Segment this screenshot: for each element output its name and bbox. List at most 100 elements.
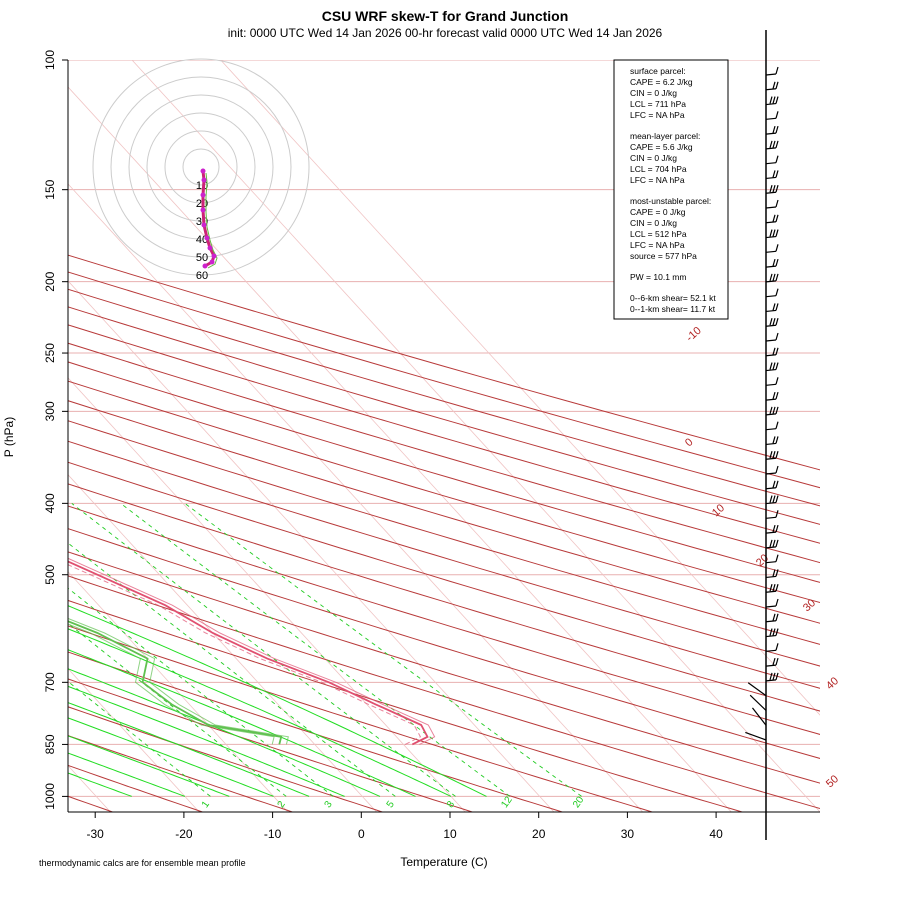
background-grid [68,60,820,812]
isotherm-line [68,668,200,812]
barb-shaft [765,339,777,342]
barb-feather [775,185,779,193]
barb-feather [769,140,773,149]
y-tick-label: 500 [43,564,57,584]
wind-barb [765,185,779,194]
wind-barb [765,524,779,534]
wind-barb [765,598,779,608]
mixing-ratio-label: 1 [200,799,212,810]
footnote: thermodynamic calcs are for ensemble mea… [39,858,246,868]
barb-shaft [765,413,777,416]
isotherm-line [68,86,732,812]
barb-feather [772,406,776,415]
most-unstable-lfc: LFC = NA hPa [630,240,685,250]
wind-barb [765,480,779,490]
barb-feather [769,628,773,636]
barb-feather [769,273,773,282]
dry-adiabat [68,271,820,489]
barb-feather [775,584,779,592]
shear-0-6km: 0--6-km shear= 52.1 kt [630,293,716,303]
barb-shaft [765,73,777,76]
barb-feather [775,657,779,666]
dry-adiabat [68,505,820,735]
isotherm-line [68,764,111,812]
barb-feather [775,303,779,311]
barb-shaft [765,487,777,490]
mixing-ratio-label: 2 [276,799,288,810]
barb-feather [775,465,779,474]
mean-layer-header: mean-layer parcel: [630,131,700,141]
dry-adiabat [68,400,820,624]
mean-layer-cape: CAPE = 5.6 J/kg [630,142,693,152]
dry-adiabat [68,706,383,812]
barb-shaft [765,162,777,165]
dry-adiabat [68,288,820,507]
isotherm-label: 10 [710,502,727,519]
barb-feather [775,199,779,208]
barb-feather [772,657,776,666]
barb-feather [775,569,779,577]
barb-shaft [749,694,767,711]
barb-shaft [765,354,777,357]
temperature-profile [68,557,436,745]
hodograph-point [207,245,213,251]
x-tick-label: 20 [532,827,546,841]
sounding-profiles [68,557,436,746]
dry-adiabat [68,599,743,812]
wind-barb [765,672,779,682]
wind-barb [765,111,779,120]
most-unstable-source: source = 577 hPa [630,251,697,261]
barb-feather [775,451,779,459]
barb-feather [775,140,779,149]
barb-feather [772,170,776,178]
barb-shaft [765,88,777,91]
barb-shaft [765,428,777,431]
barb-shaft [765,176,777,180]
hodograph-ring [110,76,292,258]
barb-feather [775,170,779,178]
wind-barb [751,707,767,726]
barb-feather [775,628,779,636]
barb-feather [769,672,773,681]
dewpoint-profile [68,617,289,745]
wind-barb [765,155,779,165]
wind-barb [765,125,779,135]
isotherm-line [68,280,555,812]
barb-shaft [751,707,767,726]
x-tick-label: 30 [621,827,635,841]
wind-barb [765,377,779,386]
hodograph-ring [128,94,274,240]
barb-feather [775,125,779,134]
moist-adiabat [68,717,274,797]
y-tick-label: 150 [43,179,57,199]
dry-adiabat [68,735,293,812]
wind-barb [765,66,779,76]
barb-shaft [765,280,777,283]
moist-adiabat [68,668,381,797]
hodograph-point [204,235,210,241]
barb-shaft [747,682,767,697]
wind-barb [747,682,767,697]
isotherm-label: 30 [801,597,818,614]
barb-shaft [765,472,777,475]
mean-layer-cin: CIN = 0 J/kg [630,153,677,163]
moist-adiabat [68,702,310,797]
mixing-ratio-line [68,680,211,797]
temperature-profile [68,560,429,746]
barb-shaft [765,590,777,593]
barb-shaft [765,561,777,564]
wind-barb [765,451,779,460]
dry-adiabat [68,342,820,564]
barb-shaft [765,605,777,608]
parcel-info-box: surface parcel: CAPE = 6.2 J/kg CIN = 0 … [613,59,729,320]
hodograph-point [201,222,207,228]
shear-0-1km: 0--1-km shear= 11.7 kt [630,304,716,314]
barb-feather [769,406,773,415]
chart-subtitle: init: 0000 UTC Wed 14 Jan 2026 00-hr for… [228,26,663,40]
dry-adiabat [68,528,820,759]
barb-feather [775,672,779,681]
most-unstable-lcl: LCL = 512 hPa [630,229,687,239]
barb-shaft [765,649,777,652]
wind-barb [765,362,779,372]
barb-feather [772,539,776,548]
